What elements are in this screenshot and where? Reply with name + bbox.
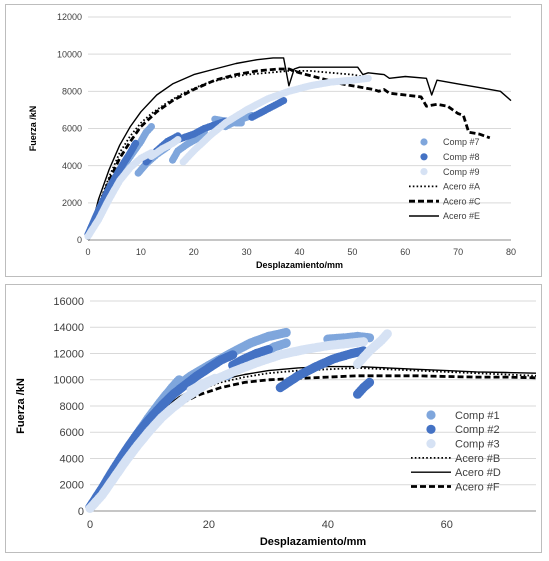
legend-label-acero-f: Acero #F — [455, 481, 500, 493]
legend-label-comp-2: Comp #2 — [455, 424, 500, 436]
legend-label-acero-b: Acero #B — [455, 453, 500, 465]
y-tick-label: 12000 — [57, 12, 82, 22]
legend-label-comp-8: Comp #8 — [443, 152, 480, 162]
legend-label-acero-a: Acero #A — [443, 182, 480, 192]
x-tick-label: 40 — [294, 247, 304, 257]
y-tick-label: 0 — [78, 506, 84, 518]
y-tick-label: 6000 — [62, 124, 82, 134]
x-tick-label: 20 — [203, 519, 215, 531]
y-tick-label: 2000 — [62, 198, 82, 208]
x-tick-label: 60 — [400, 247, 410, 257]
x-tick-label: 60 — [441, 519, 453, 531]
data-point-comp-3 — [382, 329, 392, 339]
y-tick-label: 0 — [77, 235, 82, 245]
y-tick-label: 6000 — [60, 427, 84, 439]
chart-panel-top: 0 2000 4000 6000 8000 10000 12000 0 10 20 30 40 50 60… — [5, 4, 542, 277]
legend-marker-comp-1 — [426, 410, 436, 420]
x-tick-label: 0 — [87, 519, 93, 531]
y-tick-label: 16000 — [53, 296, 84, 308]
legend-label-comp-3: Comp #3 — [455, 438, 500, 450]
y-tick-label: 12000 — [53, 348, 84, 360]
legend-label-acero-d: Acero #D — [455, 467, 501, 479]
legend-marker-comp-7 — [420, 138, 428, 146]
legend-label-comp-9: Comp #9 — [443, 167, 480, 177]
y-tick-label: 10000 — [57, 49, 82, 59]
data-point-comp-7 — [147, 123, 155, 131]
y-tick-label: 8000 — [62, 86, 82, 96]
data-point-comp-1 — [281, 338, 291, 348]
y-axis-title: Fuerza /kN — [15, 378, 27, 434]
legend-marker-comp-2 — [426, 424, 436, 434]
chart-top: 0 2000 4000 6000 8000 10000 12000 0 10 20 30 40 50 60… — [28, 12, 516, 270]
y-tick-label: 2000 — [60, 480, 84, 492]
y-tick-label: 4000 — [62, 161, 82, 171]
x-tick-label: 40 — [322, 519, 334, 531]
legend-marker-comp-9 — [420, 168, 428, 176]
series-line-acero-e — [87, 57, 512, 241]
data-point-comp-2 — [263, 345, 273, 355]
legend-label-comp-1: Comp #1 — [455, 410, 500, 422]
x-tick-label: 50 — [347, 247, 357, 257]
legend-marker-comp-8 — [420, 153, 428, 161]
data-point-comp-9 — [174, 136, 182, 144]
y-tick-label: 14000 — [53, 322, 84, 334]
data-point-comp-3 — [358, 337, 369, 347]
data-point-comp-9 — [364, 74, 372, 82]
x-tick-label: 10 — [136, 247, 146, 257]
data-point-comp-2 — [364, 377, 375, 387]
x-tick-label: 20 — [189, 247, 199, 257]
y-axis-title: Fuerza /kN — [28, 106, 38, 152]
legend-label-acero-c: Acero #C — [443, 196, 481, 206]
data-point-comp-3 — [210, 373, 220, 383]
x-tick-label: 80 — [506, 247, 516, 257]
chart-panel-bottom: 0 2000 4000 6000 8000 10000 12000 14000 16000 0 20… — [5, 284, 542, 553]
legend-marker-comp-3 — [426, 439, 436, 449]
chart-bottom: 0 2000 4000 6000 8000 10000 12000 14000 16000 0 20… — [15, 296, 537, 548]
series-line-acero-a — [87, 70, 364, 241]
data-point-comp-1 — [281, 327, 291, 338]
legend-label-comp-7: Comp #7 — [443, 137, 480, 147]
data-point-comp-2 — [228, 350, 238, 360]
x-tick-label: 30 — [242, 247, 252, 257]
x-axis-title: Desplazamiento/mm — [260, 536, 367, 548]
y-tick-label: 10000 — [53, 375, 84, 387]
data-point-comp-8 — [280, 97, 288, 105]
y-tick-label: 8000 — [60, 401, 84, 413]
data-point-comp-8 — [132, 139, 140, 147]
x-axis-title: Desplazamiento/mm — [256, 260, 343, 270]
x-tick-label: 70 — [453, 247, 463, 257]
x-tick-label: 0 — [85, 247, 90, 257]
legend-label-acero-e: Acero #E — [443, 211, 480, 221]
data-point-comp-7 — [237, 119, 245, 127]
y-tick-label: 4000 — [60, 453, 84, 465]
